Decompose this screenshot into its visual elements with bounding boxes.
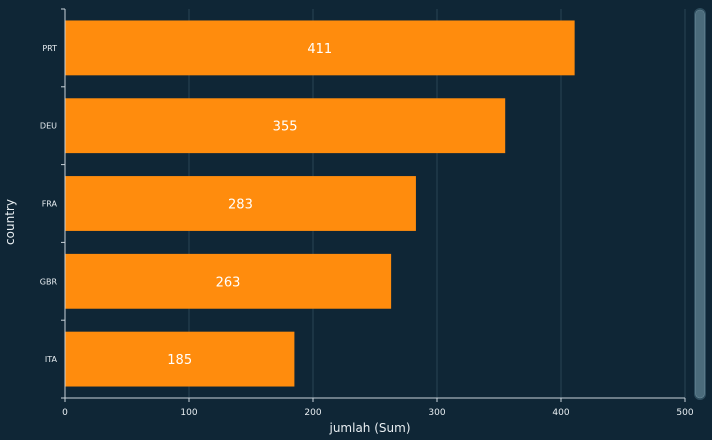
bar-ita[interactable] <box>65 331 295 387</box>
bar-value-label: 411 <box>307 42 332 57</box>
y-tick-label: PRT <box>42 44 57 53</box>
bar-value-label: 263 <box>216 275 241 290</box>
y-tick-label: FRA <box>42 200 58 209</box>
bar-deu[interactable] <box>65 98 506 154</box>
vertical-scrollbar[interactable] <box>694 8 706 400</box>
tick-labels: 0 100 200 300 400 500 PRT DEU FRA GBR ITA <box>40 8 694 418</box>
y-tick-label: ITA <box>45 355 58 364</box>
y-axis-title: country <box>3 199 17 245</box>
bars: 411 355 283 263 185 <box>65 20 575 387</box>
x-tick-label: 400 <box>552 408 569 418</box>
x-tick-label: 300 <box>428 408 445 418</box>
y-tick-label: GBR <box>40 277 58 286</box>
x-axis-title: jumlah (Sum) <box>328 421 410 435</box>
axes <box>64 9 685 399</box>
x-tick-label: 500 <box>676 408 693 418</box>
bar-gbr[interactable] <box>65 253 392 309</box>
bar-value-label: 355 <box>273 120 298 135</box>
x-tick-label: 200 <box>304 408 321 418</box>
bar-value-label: 185 <box>167 353 192 368</box>
bar-value-label: 283 <box>228 198 253 213</box>
x-tick-label: 100 <box>180 408 197 418</box>
scrollbar-thumb[interactable] <box>695 9 705 399</box>
y-tick-label: DEU <box>40 122 57 131</box>
x-tick-label: 0 <box>62 408 68 418</box>
bar-prt[interactable] <box>65 20 575 76</box>
bar-fra[interactable] <box>65 176 416 231</box>
